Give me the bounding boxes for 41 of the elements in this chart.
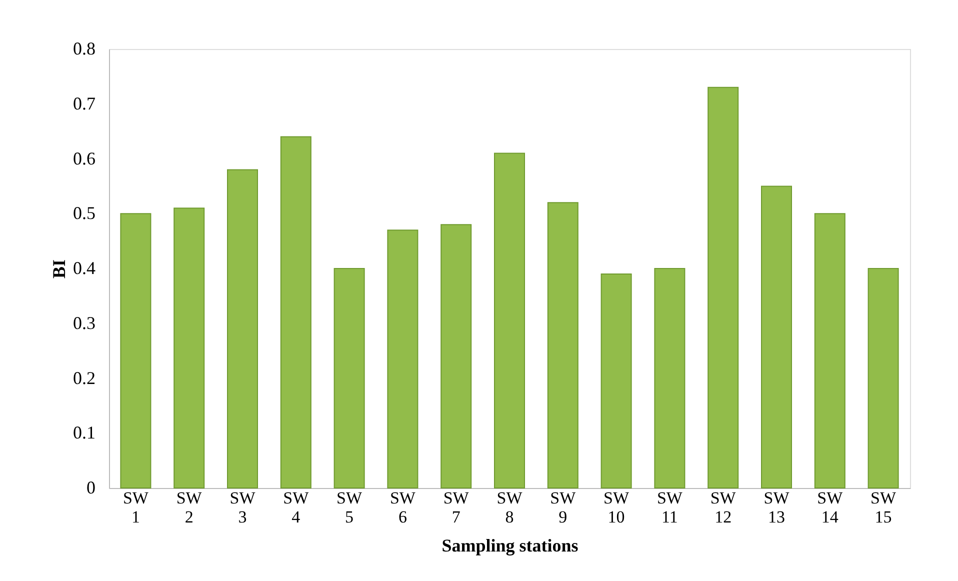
x-tick-label: SW 14 [817,488,844,526]
x-tick-label: SW 4 [283,488,310,526]
x-tick-label: SW 2 [176,488,203,526]
y-tick-label: 0.1 [73,422,96,443]
x-tick-label: SW 5 [336,488,364,526]
x-tick-label: SW 9 [550,488,577,526]
bar [547,202,578,488]
x-tick-label: SW 7 [443,488,470,526]
bar [814,213,846,488]
x-tick-label: SW 15 [870,488,898,526]
y-axis-title: BI [49,259,69,279]
x-tick-label: SW 13 [764,488,790,526]
bar [761,186,792,488]
bar [600,273,632,488]
x-tick-label: SW 10 [604,488,630,526]
x-tick-label: SW 1 [122,488,150,526]
y-tick-label: 0.8 [73,38,96,58]
x-tick-label: SW 3 [230,488,256,526]
bar [387,230,418,488]
y-tick-label: 0.2 [73,368,96,388]
bar [174,208,205,488]
x-tick-label: SW 12 [710,488,737,526]
x-tick-label: SW 8 [496,488,524,526]
bar [654,268,686,488]
bar [280,136,312,488]
bar [440,224,472,488]
y-tick-label: 0.4 [73,258,96,278]
y-tick-label: 0 [86,478,96,498]
y-tick-label: 0.3 [73,312,96,333]
y-tick-label: 0.7 [73,93,96,114]
x-tick-label: SW 6 [390,488,416,526]
bar [494,152,525,488]
y-tick-label: 0.6 [73,148,96,168]
bar [334,268,365,488]
bar [708,86,739,488]
bar [120,213,152,488]
x-axis-title: Sampling stations [442,536,578,556]
x-tick-label: SW 11 [656,488,684,526]
y-tick-label: 0.5 [73,203,96,224]
bar [868,268,899,488]
bar [227,169,258,488]
